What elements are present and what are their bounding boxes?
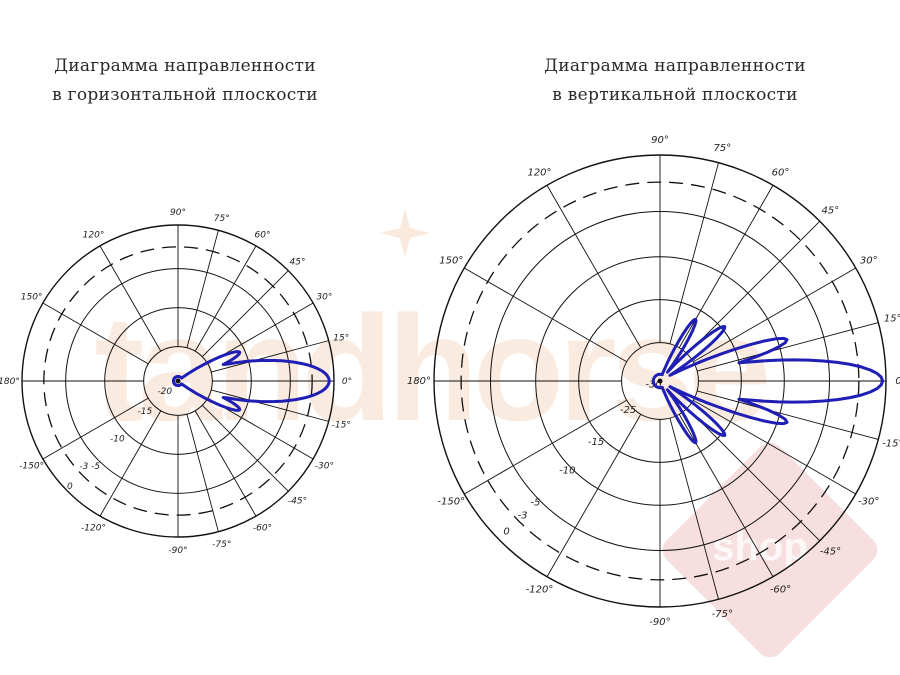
ring-label: -15 <box>588 437 604 448</box>
angle-label: 75° <box>714 143 732 154</box>
grid-spoke <box>186 414 219 532</box>
horizontal-title-line-2: в горизонтальной плоскости <box>52 85 318 105</box>
watermark-badge-text: shop <box>712 525 808 569</box>
ring-label: -3 <box>518 510 528 521</box>
ring-label: -10 <box>110 435 125 445</box>
angle-label: -30° <box>315 462 334 472</box>
angle-label: 120° <box>83 231 105 241</box>
angle-label: -60° <box>770 585 791 596</box>
grid-spoke <box>464 399 627 495</box>
angle-label: -60° <box>253 523 272 533</box>
angle-label: 150° <box>21 293 43 303</box>
angle-label: -75° <box>212 540 231 550</box>
angle-label: 30° <box>860 256 878 267</box>
grid-spoke <box>669 417 719 600</box>
angle-label: -45° <box>820 546 841 557</box>
grid-spoke <box>211 340 329 373</box>
grid-spoke <box>546 185 642 348</box>
watermark-star-icon <box>380 208 430 258</box>
horizontal-title-line-1: Диаграмма направленности <box>54 56 316 76</box>
angle-label: -15° <box>332 421 351 431</box>
angle-label: -90° <box>649 617 670 628</box>
angle-label: 60° <box>772 167 790 178</box>
angle-label: -75° <box>712 609 733 620</box>
angle-label: -15° <box>882 438 900 449</box>
angle-label: 180° <box>0 377 20 387</box>
vertical-title-line-1: Диаграмма направленности <box>544 56 806 76</box>
angle-label: 90° <box>651 135 669 146</box>
grid-spoke <box>194 245 257 352</box>
angle-label: 180° <box>407 376 431 387</box>
grid-spoke <box>194 410 257 517</box>
angle-label: 75° <box>214 214 230 224</box>
grid-spoke <box>42 302 149 365</box>
grid-spoke <box>211 389 329 422</box>
angle-label: -45° <box>288 497 307 507</box>
diagram-center-point <box>175 378 181 384</box>
angle-label: 150° <box>439 256 463 267</box>
grid-spoke <box>99 245 162 352</box>
grid-spoke <box>201 270 289 358</box>
grid-spoke <box>696 390 879 440</box>
angle-label: -120° <box>526 585 554 596</box>
ring-label: -3 -5 <box>79 462 100 472</box>
horizontal-polar-diagram: 90° 75° 60° 45° 30° 15° 0° -15° -30° -45° -60° -75°… <box>0 208 352 556</box>
angle-label: 60° <box>255 231 271 241</box>
vertical-title-line-2: в вертикальной плоскости <box>552 85 798 105</box>
grid-spoke <box>686 220 821 355</box>
watermark-badge: shop <box>662 442 878 658</box>
angle-label: 45° <box>822 206 840 217</box>
grid-spoke <box>693 267 856 363</box>
grid-spoke <box>42 397 149 460</box>
grid-spoke <box>693 399 856 495</box>
ring-label: -15 <box>138 407 153 417</box>
angle-label: 0° <box>342 377 352 387</box>
angle-label: 15° <box>884 314 900 325</box>
ring-label: -5 <box>530 498 540 509</box>
grid-spoke <box>99 410 162 517</box>
diagram-center-point <box>657 378 663 384</box>
angle-label: 0° <box>895 376 900 387</box>
ring-label: -25 <box>620 405 636 416</box>
angle-label: 120° <box>527 167 551 178</box>
grid-spoke <box>546 414 642 577</box>
ring-label: -20 <box>157 387 172 397</box>
angle-label: -90° <box>168 546 187 556</box>
angle-label: 45° <box>290 257 306 267</box>
ring-label: 0 <box>503 526 509 537</box>
vertical-polar-diagram: 90° 75° 60° 45° 30° 15° 0° -15° -30° -45° -60° -75°… <box>407 135 900 628</box>
angle-label: 30° <box>316 293 332 303</box>
vertical-diagram-title: Диаграмма направленности в вертикальной … <box>525 52 825 110</box>
grid-spoke <box>696 322 879 372</box>
ring-label: -10 <box>559 466 575 477</box>
ring-label: 0 <box>67 482 73 492</box>
grid-spoke <box>669 162 719 345</box>
angle-label: -120° <box>81 523 106 533</box>
angle-label: -150° <box>437 497 465 508</box>
grid-spoke <box>201 404 289 492</box>
grid-spoke <box>464 267 627 363</box>
angle-label: 90° <box>170 208 186 218</box>
radiation-pattern-curve <box>651 317 885 445</box>
grid-spoke <box>186 230 219 348</box>
angle-label: 15° <box>333 333 349 343</box>
grid-spoke <box>686 407 821 542</box>
radiation-pattern-curve <box>172 350 331 412</box>
angle-label: -150° <box>19 462 44 472</box>
angle-label: -30° <box>858 497 879 508</box>
horizontal-diagram-title: Диаграмма направленности в горизонтально… <box>35 52 335 110</box>
